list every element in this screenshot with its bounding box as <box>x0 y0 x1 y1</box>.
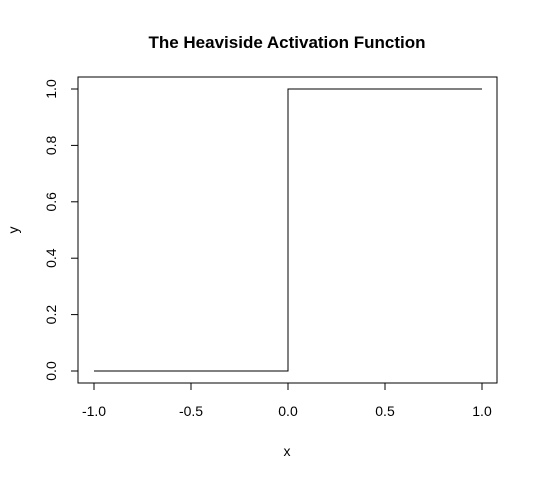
y-tick-label: 0.6 <box>43 192 59 212</box>
x-tick-label: -1.0 <box>82 403 106 419</box>
x-tick-label: 0.0 <box>278 403 298 419</box>
y-tick-label: 0.2 <box>43 305 59 325</box>
y-axis: 0.0 0.2 0.4 0.6 0.8 1.0 <box>43 79 79 381</box>
chart-title: The Heaviside Activation Function <box>148 33 425 52</box>
y-tick-label: 0.0 <box>43 361 59 381</box>
y-tick-label: 1.0 <box>43 79 59 99</box>
series-line <box>94 88 482 372</box>
x-tick-label: 1.0 <box>472 403 492 419</box>
x-tick-label: -0.5 <box>179 403 203 419</box>
y-tick-label: 0.8 <box>43 135 59 155</box>
series-layer <box>94 88 482 372</box>
y-tick-label: 0.4 <box>43 248 59 268</box>
x-axis-label: x <box>284 443 291 459</box>
y-axis-label: y <box>5 227 21 234</box>
x-axis: -1.0 -0.5 0.0 0.5 1.0 <box>82 382 492 419</box>
x-tick-label: 0.5 <box>375 403 395 419</box>
